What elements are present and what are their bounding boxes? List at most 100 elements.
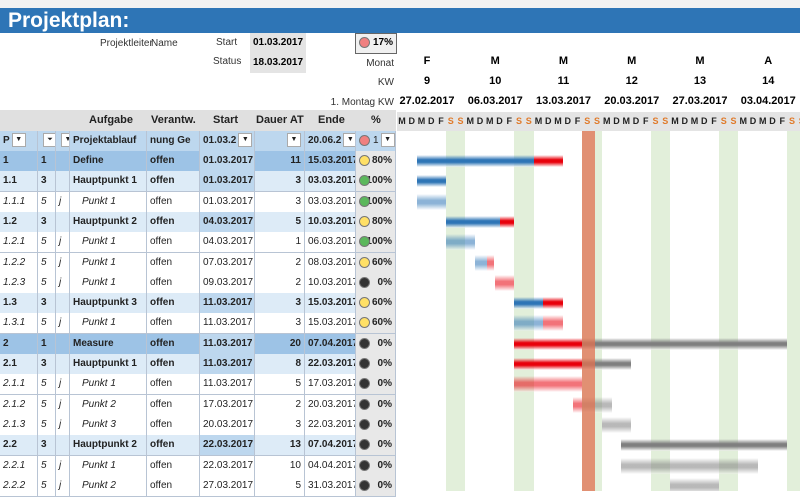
cell-task[interactable]: Punkt 2: [70, 394, 147, 415]
cell-percent[interactable]: 0%: [356, 374, 396, 395]
cell-resp[interactable]: offen: [147, 272, 200, 293]
cell-j[interactable]: [56, 435, 70, 456]
cell-id[interactable]: 1.2.3: [0, 272, 38, 293]
cell-start[interactable]: 01.03.2017: [200, 171, 255, 192]
cell-end[interactable]: 06.03.2017: [305, 232, 356, 253]
cell-start[interactable]: 09.03.2017: [200, 272, 255, 293]
cell-percent[interactable]: 100%: [356, 171, 396, 192]
cell-end[interactable]: 22.03.2017: [305, 354, 356, 374]
cell-lvl[interactable]: 3: [38, 211, 56, 232]
filter-dropdown[interactable]: ▼: [287, 133, 301, 148]
cell-lvl[interactable]: 5: [38, 191, 56, 212]
table-row[interactable]: 1.2 3 Hauptpunkt 2 offen 04.03.2017 5 10.03.20…: [0, 211, 396, 233]
cell-start[interactable]: 22.03.2017: [200, 435, 255, 456]
cell-dur[interactable]: 20: [255, 333, 305, 354]
table-row[interactable]: 2.1.3 5 j Punkt 3 offen 20.03.2017 3 22.03.2017…: [0, 414, 396, 436]
cell-start[interactable]: 17.03.2017: [200, 394, 255, 415]
cell-start[interactable]: 04.03.2017: [200, 211, 255, 232]
table-row[interactable]: 1.2.1 5 j Punkt 1 offen 04.03.2017 1 06.03.2017…: [0, 232, 396, 254]
cell-start[interactable]: 27.03.2017: [200, 475, 255, 496]
gantt-bar-remaining[interactable]: [621, 457, 758, 474]
cell-end[interactable]: 03.03.2017: [305, 191, 356, 212]
cell-task[interactable]: Punkt 1: [70, 313, 147, 334]
table-row[interactable]: 1.1.1 5 j Punkt 1 offen 01.03.2017 3 03.03.2017…: [0, 191, 396, 213]
table-row[interactable]: 2.2.1 5 j Punkt 1 offen 22.03.2017 10 04.04.201…: [0, 455, 396, 477]
cell-j[interactable]: [56, 211, 70, 232]
cell-j[interactable]: j: [56, 455, 70, 476]
cell-dur[interactable]: 8: [255, 354, 305, 374]
filter-dropdown[interactable]: ▼: [61, 133, 69, 148]
cell-start[interactable]: 20.03.2017: [200, 414, 255, 435]
cell-task[interactable]: Punkt 1: [70, 252, 147, 273]
cell-lvl[interactable]: 5: [38, 374, 56, 395]
cell-j[interactable]: j: [56, 272, 70, 293]
gantt-bar-overdue[interactable]: [494, 274, 514, 291]
cell-end[interactable]: 07.04.2017: [305, 333, 356, 354]
cell-dur[interactable]: 10: [255, 455, 305, 476]
cell-start[interactable]: 11.03.2017: [200, 374, 255, 395]
table-row[interactable]: 1.3.1 5 j Punkt 1 offen 11.03.2017 3 15.03.2017…: [0, 313, 396, 335]
cell-id[interactable]: 1.2.1: [0, 232, 38, 253]
cell-j[interactable]: j: [56, 414, 70, 435]
table-row[interactable]: 1.3 3 Hauptpunkt 3 offen 11.03.2017 3 15.03.20…: [0, 293, 396, 315]
cell-task[interactable]: Punkt 1: [70, 191, 147, 212]
cell-percent[interactable]: 60%: [356, 252, 396, 273]
cell-task[interactable]: Hauptpunkt 2: [70, 211, 147, 232]
cell-resp[interactable]: offen: [147, 435, 200, 456]
cell-percent[interactable]: 0%: [356, 333, 396, 354]
cell-lvl[interactable]: 1: [38, 333, 56, 354]
cell-end[interactable]: 31.03.2017: [305, 475, 356, 496]
cell-task[interactable]: Hauptpunkt 1: [70, 171, 147, 192]
cell-percent[interactable]: 0%: [356, 435, 396, 456]
cell-dur[interactable]: 5: [255, 211, 305, 232]
table-row[interactable]: 1.2.2 5 j Punkt 1 offen 07.03.2017 2 08.03.2017…: [0, 252, 396, 274]
project-start-field[interactable]: 01.03.2017: [250, 33, 306, 53]
cell-resp[interactable]: offen: [147, 151, 200, 171]
cell-task[interactable]: Define: [70, 151, 147, 171]
cell-task[interactable]: Measure: [70, 333, 147, 354]
cell-j[interactable]: [56, 293, 70, 314]
cell-resp[interactable]: offen: [147, 191, 200, 212]
gantt-bar-overdue[interactable]: [543, 297, 563, 310]
cell-resp[interactable]: offen: [147, 232, 200, 253]
cell-percent[interactable]: 0%: [356, 475, 396, 496]
gantt-bar-progress[interactable]: [416, 175, 446, 188]
cell-lvl[interactable]: 5: [38, 414, 56, 435]
cell-percent[interactable]: 0%: [356, 414, 396, 435]
cell-start[interactable]: 11.03.2017: [200, 293, 255, 314]
cell-j[interactable]: j: [56, 394, 70, 415]
cell-resp[interactable]: offen: [147, 354, 200, 374]
gantt-bar-overdue[interactable]: [572, 396, 583, 413]
cell-dur[interactable]: 5: [255, 374, 305, 395]
gantt-bar-progress[interactable]: [445, 234, 475, 251]
cell-start[interactable]: 01.03.2017: [200, 151, 255, 171]
cell-end[interactable]: 04.04.2017: [305, 455, 356, 476]
cell-dur[interactable]: 3: [255, 313, 305, 334]
table-row[interactable]: 2.1 3 Hauptpunkt 1 offen 11.03.2017 8 22.03.20…: [0, 354, 396, 375]
gantt-bar-overdue[interactable]: [486, 254, 495, 271]
gantt-bar-progress[interactable]: [416, 193, 446, 210]
cell-dur[interactable]: 13: [255, 435, 305, 456]
cell-lvl[interactable]: 5: [38, 272, 56, 293]
cell-id[interactable]: 2.2: [0, 435, 38, 456]
cell-id[interactable]: 1: [0, 151, 38, 171]
table-row[interactable]: 2.2.2 5 j Punkt 2 offen 27.03.2017 5 31.03.2017…: [0, 475, 396, 497]
cell-id[interactable]: 2.1: [0, 354, 38, 374]
table-row[interactable]: 1 1 Define offen 01.03.2017 11 15.03.2017 80%: [0, 151, 396, 172]
cell-lvl[interactable]: 5: [38, 313, 56, 334]
projektleiter-value[interactable]: Name: [151, 38, 178, 49]
filter-dropdown[interactable]: ▼: [11, 133, 26, 148]
cell-task[interactable]: Punkt 1: [70, 455, 147, 476]
gantt-bar-progress[interactable]: [416, 155, 534, 167]
cell-resp[interactable]: offen: [147, 252, 200, 273]
filter-dropdown[interactable]: ▼: [380, 133, 395, 148]
cell-id[interactable]: 2.2.1: [0, 455, 38, 476]
cell-resp[interactable]: offen: [147, 414, 200, 435]
gantt-bar-progress[interactable]: [514, 297, 544, 310]
cell-dur[interactable]: 3: [255, 293, 305, 314]
cell-lvl[interactable]: 3: [38, 435, 56, 456]
cell-id[interactable]: 1.1: [0, 171, 38, 192]
cell-percent[interactable]: 100%: [356, 191, 396, 212]
cell-start[interactable]: 04.03.2017: [200, 232, 255, 253]
cell-end[interactable]: 15.03.2017: [305, 313, 356, 334]
